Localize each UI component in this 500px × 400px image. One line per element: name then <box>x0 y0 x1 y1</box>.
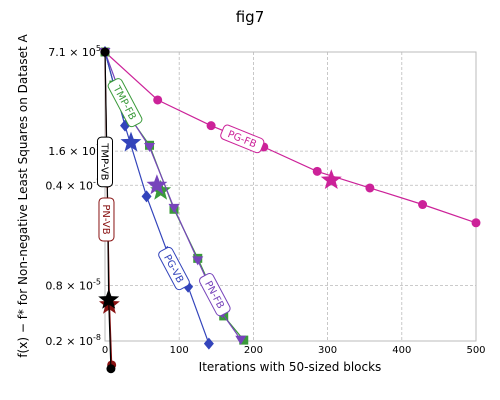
x-axis-ticks: 0 100 200 300 400 500 <box>102 345 486 356</box>
data-point <box>206 121 216 131</box>
line-label-text: PN-VB <box>100 204 111 234</box>
plot-frame <box>104 51 477 342</box>
x-axis-label: Iterations with 50-sized blocks <box>199 360 382 374</box>
y-tick-label: 1.6 × 101 <box>48 143 101 158</box>
chart-title: fig7 <box>236 8 265 26</box>
data-point <box>235 335 247 345</box>
data-point <box>168 203 180 213</box>
y-tick-label: 0.8 × 10-5 <box>45 278 101 293</box>
x-tick-label: 500 <box>466 345 485 356</box>
series-line <box>104 51 210 344</box>
data-point <box>144 142 156 152</box>
optimum-star-marker <box>98 288 120 309</box>
line-label-box <box>107 78 143 128</box>
data-point <box>203 337 214 350</box>
line-label-pn-vb: PN-VB <box>98 197 115 242</box>
data-point <box>418 200 428 210</box>
grid <box>104 51 477 342</box>
data-point <box>153 95 163 105</box>
optimum-star-marker <box>320 169 342 189</box>
y-axis-ticks: 7.1 × 105 1.6 × 101 0.4 × 10-1 0.8 × 10-5 0.… <box>45 44 101 348</box>
series-line <box>104 51 477 224</box>
data-point <box>192 256 204 266</box>
data-point <box>239 335 249 345</box>
data-point <box>100 47 110 57</box>
data-point <box>312 166 322 176</box>
line-label-box <box>97 136 113 188</box>
series-pg-fb <box>100 47 481 228</box>
y-tick-label: 7.1 × 105 <box>48 44 101 59</box>
y-tick-label: 0.4 × 10-1 <box>45 177 101 192</box>
line-label-pg-fb: PG-FB <box>220 124 265 154</box>
x-tick-label: 0 <box>102 345 108 356</box>
line-label-tmp-vb: TMP-VB <box>97 136 113 188</box>
x-tick-label: 300 <box>318 345 337 356</box>
series-layer <box>98 46 481 374</box>
line-label-pg-vb: PG-VB <box>158 246 190 291</box>
line-label-box <box>199 272 231 317</box>
line-label-box <box>220 124 265 154</box>
x-tick-label: 200 <box>244 345 263 356</box>
x-tick-label: 100 <box>170 345 189 356</box>
line-label-pn-fb: PN-FB <box>199 272 231 317</box>
line-label-box <box>98 197 115 242</box>
y-axis-label: f(x) − f* for Non-negative Least Squares… <box>16 34 30 358</box>
line-label-text: TMP-VB <box>99 142 110 180</box>
optimum-star-marker <box>146 174 168 195</box>
data-point <box>141 190 152 203</box>
y-tick-label: 0.2 × 10-8 <box>45 333 101 348</box>
data-point <box>471 218 481 228</box>
data-point <box>365 183 375 193</box>
optimum-star-marker <box>120 131 142 152</box>
line-label-box <box>158 246 190 291</box>
x-tick-label: 400 <box>392 345 411 356</box>
data-point <box>106 364 116 374</box>
